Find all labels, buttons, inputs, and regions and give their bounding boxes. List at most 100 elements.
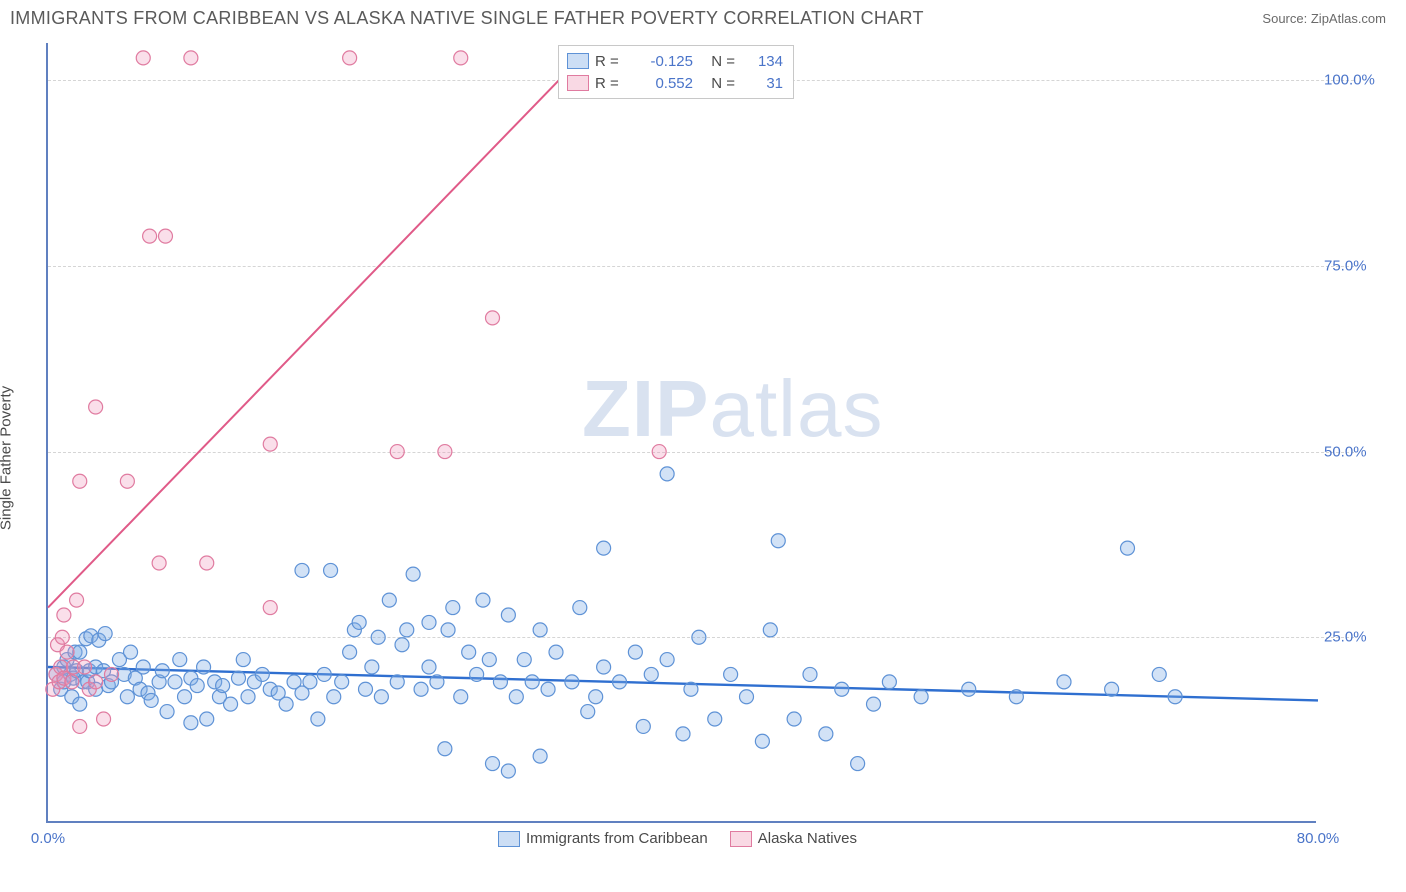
data-point <box>819 727 833 741</box>
legend-swatch-icon <box>498 831 520 847</box>
data-point <box>486 311 500 325</box>
data-point <box>241 690 255 704</box>
legend-row: R =-0.125N =134 <box>567 50 783 72</box>
data-point <box>470 667 484 681</box>
data-point <box>105 667 119 681</box>
bottom-legend-label: Immigrants from Caribbean <box>526 830 708 847</box>
data-point <box>168 675 182 689</box>
data-point <box>390 675 404 689</box>
data-point <box>755 734 769 748</box>
data-point <box>382 593 396 607</box>
data-point <box>371 630 385 644</box>
data-point <box>1168 690 1182 704</box>
data-point <box>97 712 111 726</box>
x-tick-label: 80.0% <box>1297 830 1340 847</box>
data-point <box>636 719 650 733</box>
plot-region: ZIPatlas 25.0%50.0%75.0%100.0% 0.0%80.0%… <box>46 43 1316 823</box>
data-point <box>482 653 496 667</box>
data-point <box>73 719 87 733</box>
data-point <box>263 601 277 615</box>
y-axis-label: Single Father Poverty <box>0 386 15 530</box>
data-point <box>692 630 706 644</box>
legend-swatch-icon <box>567 75 589 91</box>
data-point <box>628 645 642 659</box>
data-point <box>73 697 87 711</box>
data-point <box>422 660 436 674</box>
bottom-legend-item: Immigrants from Caribbean <box>498 830 708 847</box>
data-point <box>365 660 379 674</box>
data-point <box>533 623 547 637</box>
data-point <box>343 645 357 659</box>
data-point <box>279 697 293 711</box>
legend-row: R =0.552N =31 <box>567 72 783 94</box>
legend-r-label: R = <box>595 53 627 70</box>
data-point <box>501 764 515 778</box>
bottom-legend: Immigrants from CaribbeanAlaska Natives <box>498 830 857 847</box>
data-point <box>1121 541 1135 555</box>
data-point <box>708 712 722 726</box>
data-point <box>317 667 331 681</box>
data-point <box>136 51 150 65</box>
data-point <box>565 675 579 689</box>
legend-r-value: 0.552 <box>633 75 693 92</box>
chart-header: IMMIGRANTS FROM CARIBBEAN VS ALASKA NATI… <box>0 0 1406 33</box>
data-point <box>160 705 174 719</box>
data-point <box>486 757 500 771</box>
data-point <box>152 556 166 570</box>
data-point <box>178 690 192 704</box>
data-point <box>422 615 436 629</box>
data-point <box>501 608 515 622</box>
data-point <box>533 749 547 763</box>
data-point <box>525 675 539 689</box>
data-point <box>676 727 690 741</box>
data-point <box>374 690 388 704</box>
x-tick-label: 0.0% <box>31 830 65 847</box>
data-point <box>73 645 87 659</box>
data-point <box>851 757 865 771</box>
chart-source: Source: ZipAtlas.com <box>1262 11 1386 26</box>
data-point <box>541 682 555 696</box>
data-point <box>644 667 658 681</box>
data-point <box>660 467 674 481</box>
data-point <box>352 615 366 629</box>
data-point <box>120 474 134 488</box>
data-point <box>65 675 79 689</box>
y-tick-label: 50.0% <box>1324 443 1394 460</box>
data-point <box>787 712 801 726</box>
data-point <box>73 474 87 488</box>
y-tick-label: 100.0% <box>1324 72 1394 89</box>
chart-title: IMMIGRANTS FROM CARIBBEAN VS ALASKA NATI… <box>10 8 924 29</box>
data-point <box>143 229 157 243</box>
data-point <box>517 653 531 667</box>
data-point <box>184 51 198 65</box>
data-point <box>327 690 341 704</box>
data-point <box>763 623 777 637</box>
data-point <box>914 690 928 704</box>
data-point <box>549 645 563 659</box>
data-point <box>311 712 325 726</box>
data-point <box>255 667 269 681</box>
data-point <box>295 563 309 577</box>
chart-area: Single Father Poverty ZIPatlas 25.0%50.0… <box>0 33 1406 883</box>
data-point <box>335 675 349 689</box>
data-point <box>197 660 211 674</box>
data-point <box>446 601 460 615</box>
data-point <box>343 51 357 65</box>
legend-swatch-icon <box>567 53 589 69</box>
data-point <box>581 705 595 719</box>
data-point <box>60 645 74 659</box>
data-point <box>454 690 468 704</box>
data-point <box>236 653 250 667</box>
data-point <box>57 608 71 622</box>
data-point <box>613 675 627 689</box>
data-point <box>263 437 277 451</box>
data-point <box>200 712 214 726</box>
data-point <box>1105 682 1119 696</box>
data-point <box>158 229 172 243</box>
data-point <box>724 667 738 681</box>
data-point <box>597 660 611 674</box>
data-point <box>882 675 896 689</box>
data-point <box>589 690 603 704</box>
data-point <box>144 693 158 707</box>
legend-n-label: N = <box>699 75 735 92</box>
